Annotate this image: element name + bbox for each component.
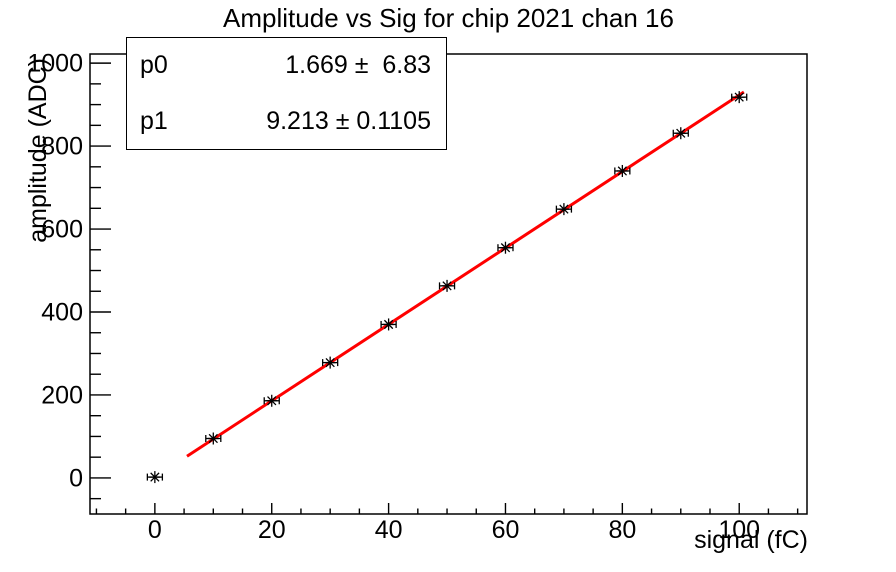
- star-marker: [208, 433, 218, 444]
- data-point: [322, 356, 339, 369]
- x-tick-label: 20: [258, 516, 286, 544]
- data-point: [731, 91, 748, 104]
- y-tick-label: 400: [41, 298, 83, 326]
- y-tick-label: 1000: [27, 50, 83, 78]
- data-point: [614, 164, 631, 177]
- stats-row-p0: p0 1.669 ± 6.83: [127, 51, 446, 80]
- data-point: [146, 471, 164, 484]
- data-point: [497, 241, 514, 254]
- star-marker: [676, 128, 686, 138]
- fit-line: [186, 90, 745, 458]
- fit-stats-box: p0 1.669 ± 6.83 p1 9.213 ± 0.1105: [126, 37, 447, 150]
- x-axis-title: signal (fC): [694, 526, 808, 554]
- star-marker: [617, 166, 628, 176]
- x-tick-label: 80: [608, 516, 636, 544]
- star-marker: [500, 243, 511, 253]
- star-marker: [734, 92, 744, 102]
- data-point: [672, 127, 689, 140]
- y-tick-label: 600: [41, 216, 83, 244]
- star-marker: [559, 204, 569, 214]
- star-marker: [150, 472, 160, 482]
- stats-param-label: p1: [140, 106, 168, 135]
- data-point: [438, 279, 456, 292]
- star-marker: [267, 396, 277, 406]
- stats-param-label: p0: [140, 51, 168, 80]
- x-tick-label: 0: [148, 516, 162, 544]
- y-tick-label: 0: [69, 464, 83, 492]
- y-axis-title: amplitude (ADC): [24, 58, 52, 243]
- stats-row-p1: p1 9.213 ± 0.1105: [127, 107, 446, 136]
- data-point: [263, 394, 280, 407]
- plot-frame: [89, 53, 808, 515]
- star-marker: [325, 357, 335, 368]
- y-tick-label: 200: [41, 381, 83, 409]
- data-point: [380, 318, 397, 331]
- data-point: [205, 432, 222, 445]
- star-marker: [383, 319, 394, 330]
- stats-param-value: 9.213 ± 0.1105: [266, 106, 431, 135]
- star-marker: [442, 281, 452, 291]
- stats-param-value: 1.669 ± 6.83: [285, 51, 431, 80]
- x-tick-label: 100: [718, 516, 760, 544]
- chart-title: Amplitude vs Sig for chip 2021 chan 16: [223, 3, 674, 33]
- x-tick-label: 60: [492, 516, 520, 544]
- y-tick-label: 800: [41, 133, 83, 161]
- data-point: [555, 203, 573, 216]
- x-tick-label: 40: [375, 516, 403, 544]
